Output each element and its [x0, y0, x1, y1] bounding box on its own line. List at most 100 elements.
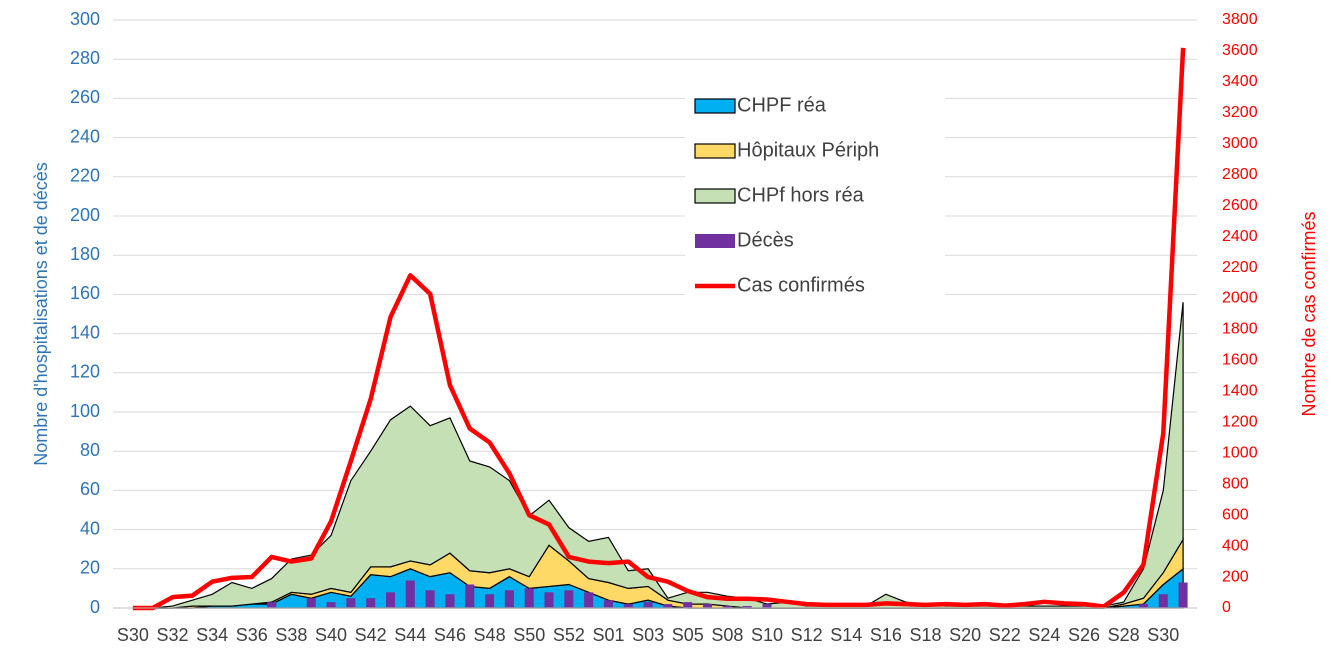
x-tick-label: S01 — [592, 625, 624, 645]
y2-tick-label: 600 — [1222, 506, 1249, 523]
bar — [524, 588, 534, 608]
y-tick-label: 300 — [70, 9, 100, 29]
bar — [326, 602, 336, 608]
y-tick-label: 240 — [70, 126, 100, 146]
bar — [742, 606, 752, 608]
bar — [1178, 582, 1188, 608]
bar — [683, 602, 693, 608]
y2-tick-label: 2800 — [1222, 166, 1258, 183]
bar — [504, 590, 514, 608]
x-tick-label: S05 — [672, 625, 704, 645]
y-tick-label: 160 — [70, 283, 100, 303]
y2-tick-label: 2400 — [1222, 228, 1258, 245]
bar — [544, 592, 554, 608]
legend-swatch — [694, 98, 736, 114]
y-tick-label: 200 — [70, 205, 100, 225]
bar — [564, 590, 574, 608]
y-tick-label: 80 — [80, 440, 100, 460]
bar — [1138, 604, 1148, 608]
y-tick-label: 20 — [80, 558, 100, 578]
y2-tick-label: 1000 — [1222, 444, 1258, 461]
bar — [1158, 594, 1168, 608]
y2-tick-label: 3800 — [1222, 11, 1258, 28]
y-tick-label: 140 — [70, 322, 100, 342]
legend-label: Décès — [737, 229, 794, 251]
x-tick-label: S52 — [553, 625, 585, 645]
x-tick-label: S03 — [632, 625, 664, 645]
x-tick-label: S26 — [1068, 625, 1100, 645]
legend-swatch — [694, 143, 736, 159]
bar — [386, 592, 395, 608]
y2-tick-label: 3200 — [1222, 104, 1258, 121]
y2-tick-label: 1200 — [1222, 414, 1258, 431]
bar — [346, 598, 356, 608]
x-tick-label: S48 — [474, 625, 506, 645]
y2-tick-label: 0 — [1222, 599, 1231, 616]
bar — [306, 598, 316, 608]
bar — [663, 604, 673, 608]
y-tick-label: 100 — [70, 401, 100, 421]
legend-label: Hôpitaux Périph — [737, 139, 879, 161]
bar — [643, 602, 653, 608]
y2-tick-label: 3600 — [1222, 42, 1258, 59]
bar — [603, 600, 613, 608]
y2-tick-label: 200 — [1222, 568, 1249, 585]
y-tick-label: 120 — [70, 362, 100, 382]
legend-label: CHPf hors réa — [737, 184, 865, 206]
y-tick-label: 0 — [90, 597, 100, 617]
x-tick-label: S20 — [949, 625, 981, 645]
area — [132, 302, 1184, 609]
y2-tick-label: 3000 — [1222, 135, 1258, 152]
y2-tick-label: 2000 — [1222, 290, 1258, 307]
x-tick-label: S22 — [989, 625, 1021, 645]
y2-tick-label: 1600 — [1222, 352, 1258, 369]
x-tick-label: S38 — [275, 625, 307, 645]
y2-tick-label: 1800 — [1222, 321, 1258, 338]
x-tick-label: S42 — [355, 625, 387, 645]
x-tick-label: S32 — [157, 625, 189, 645]
bar — [405, 580, 415, 608]
y-tick-label: 280 — [70, 48, 100, 68]
legend-label: Cas confirmés — [737, 274, 865, 296]
y2-tick-label: 400 — [1222, 537, 1249, 554]
x-tick-label: S10 — [751, 625, 783, 645]
x-tick-label: S36 — [236, 625, 268, 645]
x-tick-label: S14 — [830, 625, 862, 645]
x-tick-label: S16 — [870, 625, 902, 645]
legend-swatch — [694, 188, 736, 204]
x-tick-label: S28 — [1108, 625, 1140, 645]
y-tick-label: 180 — [70, 244, 100, 264]
bar — [267, 602, 277, 608]
bar — [485, 594, 495, 608]
y-tick-label: 60 — [80, 479, 100, 499]
bar — [703, 604, 713, 608]
x-tick-label: S24 — [1028, 625, 1060, 645]
y-tick-label: 40 — [80, 518, 100, 538]
x-tick-label: S18 — [909, 625, 941, 645]
x-tick-label: S30 — [117, 625, 149, 645]
line — [132, 47, 1186, 611]
bar — [366, 598, 376, 608]
bar — [584, 592, 594, 608]
bar — [425, 590, 435, 608]
y2-axis-title: Nombre de cas confirmés — [1299, 211, 1319, 416]
bar — [445, 594, 455, 608]
y2-tick-label: 800 — [1222, 475, 1249, 492]
x-tick-label: S50 — [513, 625, 545, 645]
x-tick-label: S30 — [1147, 625, 1179, 645]
legend-swatch — [695, 234, 735, 248]
y2-tick-label: 1400 — [1222, 383, 1258, 400]
x-tick-label: S08 — [711, 625, 743, 645]
bar — [722, 606, 732, 608]
x-tick-label: S46 — [434, 625, 466, 645]
bar — [465, 584, 475, 608]
x-tick-label: S34 — [196, 625, 228, 645]
y-axis-title: Nombre d'hospitalisations et de décès — [31, 162, 51, 466]
x-tick-label: S12 — [791, 625, 823, 645]
y2-tick-label: 3400 — [1222, 73, 1258, 90]
y2-tick-label: 2200 — [1222, 259, 1258, 276]
x-tick-label: S40 — [315, 625, 347, 645]
bar — [762, 604, 772, 608]
x-tick-label: S44 — [394, 625, 426, 645]
